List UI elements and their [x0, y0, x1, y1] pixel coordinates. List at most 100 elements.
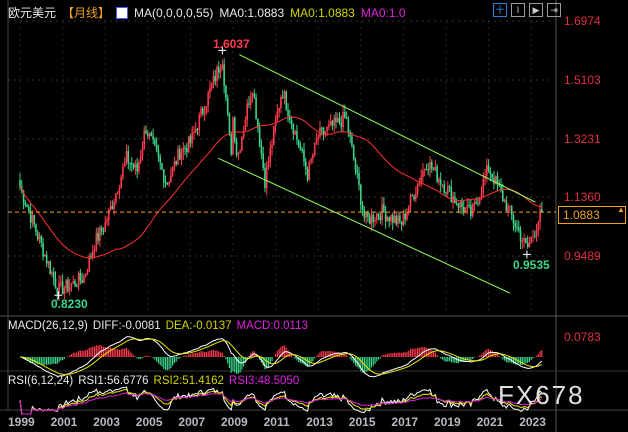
candle	[494, 176, 497, 185]
candle	[434, 166, 437, 170]
play-icon[interactable]: ▶	[529, 3, 543, 17]
rsi1-value: RSI1:56.6776	[78, 375, 149, 387]
candle	[360, 184, 362, 205]
candle	[214, 75, 217, 82]
candle	[411, 195, 414, 197]
candle	[166, 182, 169, 185]
candle	[113, 202, 115, 209]
candle	[324, 131, 327, 134]
macd-legend: MACD(26,12,9) DIFF:-0.0081 DEA:-0.0137 M…	[8, 320, 308, 332]
candle	[478, 196, 481, 204]
ma-indicator-icon[interactable]	[116, 6, 129, 19]
x-tick: 2023	[519, 415, 546, 429]
candle	[415, 193, 417, 200]
candle	[264, 168, 266, 188]
candle	[280, 97, 282, 109]
channel-upper-line	[239, 54, 536, 203]
candle	[161, 163, 163, 170]
candle	[26, 205, 28, 208]
candle	[320, 127, 323, 129]
candle	[477, 203, 479, 205]
extreme-marker	[54, 291, 63, 300]
candle	[61, 281, 64, 295]
candle	[514, 223, 517, 227]
candle	[198, 114, 201, 130]
candle	[489, 171, 492, 174]
candle	[170, 175, 172, 183]
candle	[383, 204, 385, 213]
candle	[93, 249, 96, 252]
candle	[487, 165, 490, 172]
candle	[115, 193, 117, 203]
y-tick: 1.3231	[564, 132, 601, 146]
candle	[319, 127, 321, 137]
crosshair-icon[interactable]: 十	[493, 3, 507, 17]
candle	[407, 207, 410, 213]
candle	[390, 214, 392, 222]
ma55-line	[19, 116, 542, 259]
candle	[351, 136, 353, 146]
candle	[473, 202, 476, 205]
candle	[248, 103, 250, 105]
candle	[83, 276, 85, 283]
candle	[207, 92, 209, 107]
jump-end-icon[interactable]: ⇥	[547, 3, 561, 17]
candle	[265, 166, 268, 188]
candle	[257, 119, 259, 128]
x-tick: 2005	[135, 415, 163, 429]
candle	[498, 184, 501, 186]
candle	[289, 115, 291, 120]
candle	[237, 153, 240, 155]
candle	[304, 161, 307, 170]
x-tick: 2021	[476, 415, 504, 429]
candle	[500, 185, 502, 191]
x-tick: 2015	[348, 415, 376, 429]
x-tick: 2003	[93, 415, 120, 429]
last-price-box: 1.0883	[558, 206, 626, 224]
macd-axis-tick: 0.0783	[564, 330, 601, 344]
candle	[58, 282, 60, 295]
candle	[251, 93, 254, 96]
candle	[399, 215, 401, 222]
zoom-range-icon[interactable]: I	[511, 3, 525, 17]
rsi3-value: RSI3:48.5050	[228, 375, 300, 387]
candle	[404, 213, 406, 220]
candle	[273, 126, 275, 145]
chart-toolbar: 十 I ▶ ⇥	[493, 3, 561, 17]
candle	[77, 272, 80, 287]
macd-diff: DIFF:-0.0081	[92, 320, 161, 332]
candle	[287, 109, 289, 116]
candle	[436, 166, 438, 182]
ma0-value: MA0:1.0883	[219, 5, 285, 20]
candle	[413, 196, 415, 200]
candle	[510, 205, 513, 215]
candle	[131, 163, 133, 165]
candle	[445, 192, 447, 194]
candle	[267, 161, 270, 167]
candle	[326, 127, 328, 132]
candle	[52, 272, 55, 279]
candle	[512, 214, 515, 224]
candle	[74, 280, 76, 287]
scroll-up-icon[interactable]: ▲	[617, 205, 625, 214]
period-label[interactable]: 【月线】	[62, 6, 111, 20]
candle	[503, 200, 506, 202]
candle	[486, 165, 488, 177]
candle	[123, 161, 126, 167]
candle	[521, 241, 524, 243]
candle	[422, 170, 424, 177]
candle	[193, 131, 195, 133]
candle	[443, 184, 446, 193]
rsi-legend: RSI(6,12,24) RSI1:56.6776 RSI2:51.4162 R…	[8, 375, 299, 387]
candle	[152, 136, 154, 140]
candle	[95, 233, 98, 250]
candle	[218, 67, 220, 73]
ma0-value-2: MA0:1.0883	[290, 5, 355, 20]
candle	[491, 173, 493, 178]
candle	[329, 121, 332, 125]
candle	[395, 215, 398, 224]
candle	[475, 202, 477, 204]
candle	[393, 215, 396, 223]
candle	[308, 161, 311, 180]
